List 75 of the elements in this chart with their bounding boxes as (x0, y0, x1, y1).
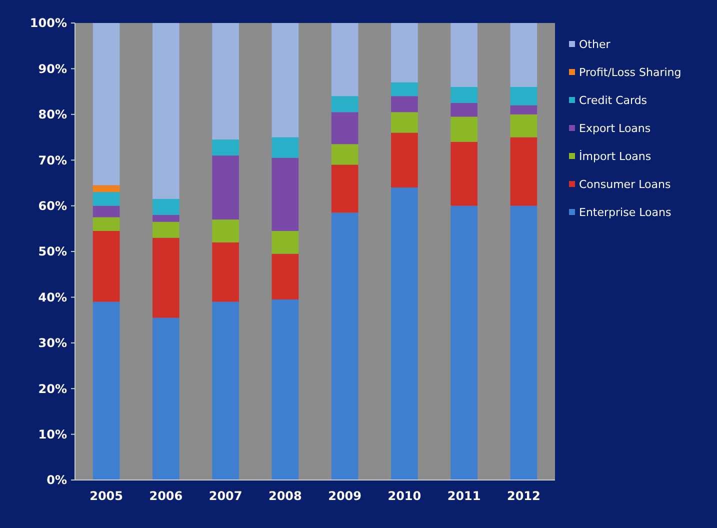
y-tick-label: 0% (46, 473, 67, 488)
bar (391, 132, 418, 188)
legend-label: Profit/Loss Sharing (579, 66, 682, 79)
x-tick-label: 2008 (268, 489, 302, 503)
bar (152, 222, 180, 238)
x-tick-label: 2009 (328, 489, 362, 503)
legend-label: Credit Cards (579, 94, 648, 107)
bar (391, 188, 418, 480)
bar (450, 142, 478, 206)
bar (450, 206, 478, 480)
bar (391, 96, 418, 112)
y-tick-label: 70% (38, 153, 67, 168)
bar (92, 217, 120, 231)
bar (510, 206, 538, 480)
x-tick-label: 2012 (506, 489, 540, 503)
legend-label: İmport Loans (579, 148, 652, 163)
bar (152, 198, 180, 215)
bar (331, 96, 358, 112)
x-tick-label: 2007 (208, 489, 242, 503)
bar (212, 220, 239, 242)
y-tick-label: 30% (38, 336, 67, 350)
y-tick-label: 50% (38, 244, 67, 259)
x-tick-label: 2005 (90, 489, 124, 503)
x-tick-label: 2006 (149, 489, 183, 503)
bar (331, 23, 358, 96)
bar (212, 242, 239, 302)
legend-label: Export Loans (579, 122, 651, 135)
bar (152, 214, 180, 222)
bar (510, 105, 538, 114)
bar (331, 112, 358, 144)
bar (391, 23, 418, 82)
bar (391, 82, 418, 96)
y-tick-label: 20% (38, 382, 67, 396)
bar (212, 302, 239, 480)
bar (152, 23, 180, 199)
y-tick-label: 80% (38, 108, 67, 122)
y-tick-label: 90% (38, 62, 67, 76)
bar (92, 23, 120, 186)
bar (152, 318, 180, 480)
y-tick-label: 100% (30, 16, 67, 30)
legend-label: Consumer Loans (579, 178, 671, 191)
y-tick-label: 40% (38, 290, 67, 304)
bar (331, 164, 358, 213)
bar (272, 254, 299, 300)
bar (450, 86, 478, 103)
bar (272, 137, 299, 158)
bar (331, 144, 358, 165)
bar (510, 137, 538, 206)
y-tick-label: 60% (38, 199, 67, 213)
x-tick-label: 2010 (388, 489, 422, 503)
bar (272, 23, 299, 138)
bar (450, 116, 478, 142)
bar (92, 192, 120, 206)
bar (92, 206, 120, 218)
bar (212, 156, 239, 220)
bar (92, 230, 120, 302)
bar (272, 230, 299, 254)
x-tick-label: 2011 (447, 489, 481, 503)
bar (510, 23, 538, 87)
bar (391, 112, 418, 133)
bar (450, 102, 478, 117)
bar (510, 114, 538, 138)
legend-label: Enterprise Loans (579, 206, 672, 219)
bar (92, 302, 120, 480)
bar (331, 212, 358, 480)
bar (212, 140, 239, 156)
bar (272, 158, 299, 231)
bar (212, 23, 239, 140)
bar (510, 86, 538, 106)
bar (92, 185, 120, 192)
bar (450, 23, 478, 87)
y-tick-label: 10% (38, 428, 67, 442)
bar (272, 299, 299, 480)
legend-label: Other (579, 38, 611, 51)
bar (152, 238, 180, 318)
